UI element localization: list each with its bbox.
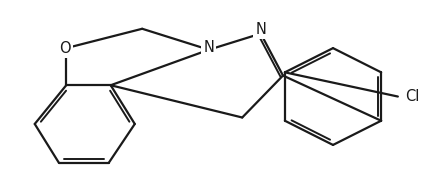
Text: N: N	[255, 22, 266, 37]
Text: N: N	[203, 40, 214, 55]
Text: O: O	[59, 41, 71, 56]
Text: Cl: Cl	[405, 89, 420, 104]
